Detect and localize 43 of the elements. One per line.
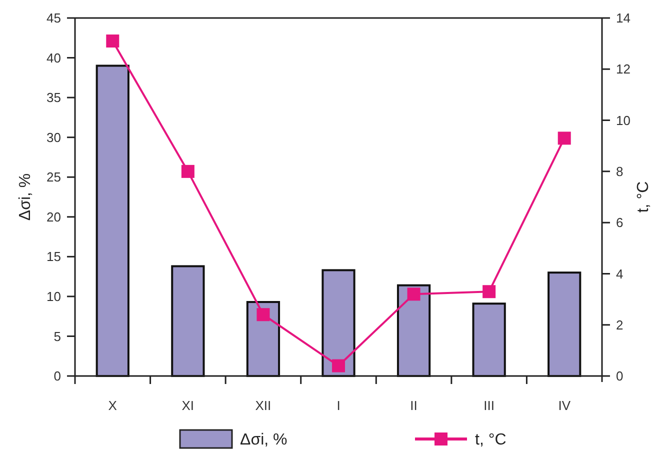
point	[181, 164, 194, 178]
y-axis-title: Δσi, %	[17, 173, 34, 221]
x-tick-label: X	[108, 398, 118, 413]
point	[256, 308, 270, 322]
legend-label: t, °C	[475, 432, 506, 449]
bar	[396, 284, 431, 377]
y2-tick-label: 0	[616, 368, 624, 384]
y-tick-label: 25	[46, 170, 61, 185]
x-tick-label: XI	[182, 398, 194, 413]
point	[332, 359, 345, 372]
y-tick-label: 0	[54, 368, 61, 384]
y2-tick-label: 8	[616, 164, 624, 179]
y2-tick-label: 14	[616, 10, 630, 26]
point	[558, 132, 571, 145]
y2-tick-label: 6	[616, 215, 624, 230]
y-tick-label: 45	[46, 10, 61, 26]
x-tick-label: IV	[558, 398, 571, 413]
y2-axis-title: t, °C	[635, 181, 652, 213]
y-tick-label: 40	[46, 50, 61, 66]
bar	[96, 64, 130, 377]
point	[407, 288, 420, 301]
legend-label: Δσi, %	[240, 432, 288, 449]
x-tick-label: XII	[255, 398, 272, 413]
y2-tick-label: 12	[616, 62, 630, 77]
bar	[246, 301, 280, 377]
x-tick-label: II	[410, 398, 418, 413]
point	[106, 34, 120, 48]
y-tick-label: 5	[54, 328, 61, 344]
bar	[322, 269, 356, 377]
x-tick-label: III	[484, 398, 494, 413]
y-tick-label: 20	[46, 209, 61, 224]
y2-tick-label: 4	[616, 266, 624, 282]
bar	[472, 302, 506, 377]
y-tick-label: 30	[46, 130, 61, 145]
point	[482, 285, 496, 298]
x-tick-label: I	[336, 398, 340, 413]
bar	[171, 265, 205, 377]
y-tick-label: 35	[46, 90, 61, 106]
bar	[548, 272, 582, 377]
y2-tick-label: 10	[616, 112, 630, 128]
y-tick-label: 10	[46, 288, 61, 304]
y2-tick-label: 2	[616, 317, 624, 332]
y-tick-label: 15	[46, 249, 61, 264]
